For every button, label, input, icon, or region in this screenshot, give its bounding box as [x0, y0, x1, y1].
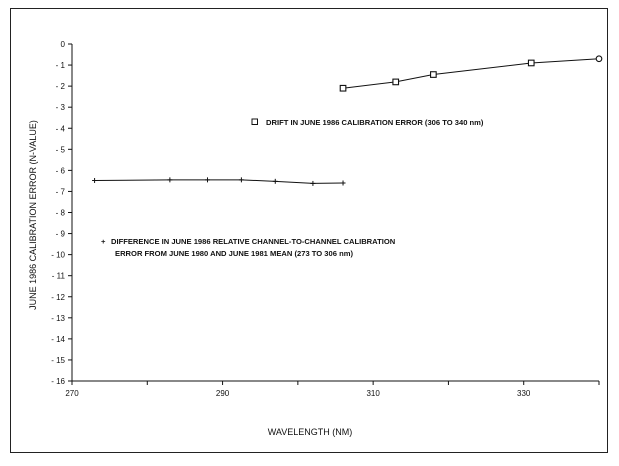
- x-axis-title: WAVELENGTH (NM): [268, 427, 353, 437]
- y-tick-label: - 13: [51, 314, 65, 323]
- y-tick-label: - 1: [56, 61, 66, 70]
- y-tick-label: - 11: [52, 272, 66, 281]
- x-tick-label: 310: [366, 389, 380, 398]
- y-tick-label: - 3: [56, 103, 66, 112]
- series-line-2: [342, 58, 600, 89]
- data-point-square: [339, 84, 347, 92]
- y-tick-label: - 5: [56, 145, 66, 154]
- annotation-difference-text: ERROR FROM JUNE 1980 AND JUNE 1981 MEAN …: [115, 249, 353, 258]
- ticks: 0 - 1 - 2 - 3 - 4 - 5 - 6 - 7 - 8 - 9 - 10 - 11 - 12…: [51, 40, 600, 398]
- chart-figure: 0 - 1 - 2 - 3 - 4 - 5 - 6 - 7 - 8 - 9 - 10 - 11 - 12…: [10, 8, 608, 453]
- data-point-cross: [238, 177, 244, 183]
- data-point-square: [595, 55, 603, 63]
- x-tick-label: 270: [65, 389, 79, 398]
- y-tick-label: - 8: [56, 209, 66, 218]
- data-point-cross: [340, 180, 346, 186]
- y-tick-label: - 10: [51, 251, 65, 260]
- data-point-cross: [205, 177, 211, 183]
- data-point-cross: [272, 178, 278, 184]
- data-point-cross: [167, 177, 173, 183]
- y-tick-label: - 4: [56, 124, 66, 133]
- x-tick-label: 330: [517, 389, 531, 398]
- line-chart: 0 - 1 - 2 - 3 - 4 - 5 - 6 - 7 - 8 - 9 - 10 - 11 - 12…: [28, 40, 603, 437]
- annotation-difference-text: DIFFERENCE IN JUNE 1986 RELATIVE CHANNEL…: [111, 237, 395, 246]
- data-point-square: [527, 59, 535, 67]
- y-tick-label: - 16: [51, 377, 65, 386]
- y-tick-label: - 7: [56, 187, 66, 196]
- x-tick-label: 290: [216, 389, 230, 398]
- axes: [71, 44, 599, 382]
- data-point-square: [430, 71, 437, 78]
- annotation-symbol-plus: +: [101, 237, 106, 246]
- y-tick-label: - 2: [56, 82, 66, 91]
- annotations: DRIFT IN JUNE 1986 CALIBRATION ERROR (30…: [101, 118, 484, 258]
- y-axis-title: JUNE 1986 CALIBRATION ERROR (N-VALUE): [28, 120, 38, 310]
- annotation-drift-text: DRIFT IN JUNE 1986 CALIBRATION ERROR (30…: [266, 118, 484, 127]
- data-point-cross: [92, 177, 98, 183]
- y-tick-label: - 12: [51, 293, 65, 302]
- data-point-square: [392, 78, 400, 86]
- y-tick-label: - 6: [56, 166, 66, 175]
- y-tick-label: - 14: [51, 335, 65, 344]
- y-tick-label: 0: [61, 40, 66, 49]
- y-tick-label: - 15: [51, 356, 65, 365]
- y-tick-label: - 9: [56, 230, 66, 239]
- annotation-symbol-square: [251, 118, 258, 125]
- series-line-1: [94, 179, 344, 184]
- series-group: [92, 55, 603, 186]
- data-point-cross: [310, 180, 316, 186]
